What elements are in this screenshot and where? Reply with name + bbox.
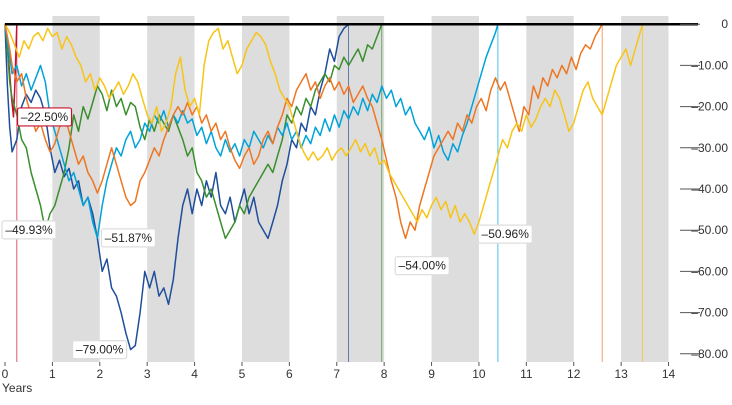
shaded-bands bbox=[52, 16, 669, 362]
x-tick-label-1: 1 bbox=[49, 367, 56, 381]
y-tick-label-4: –40.00 bbox=[691, 182, 728, 196]
annotation-box-0 bbox=[16, 107, 73, 127]
annotation-box-5 bbox=[477, 224, 533, 244]
x-tick-label-4: 4 bbox=[191, 367, 198, 381]
annotation-label-0: –22.50% bbox=[21, 110, 69, 124]
x-tick-label-6: 6 bbox=[286, 367, 293, 381]
y-axis: 0 –10.00 –20.00 –30.00 –40.00 –50.00 –60.00 –70… bbox=[680, 17, 728, 361]
shaded-band-2 bbox=[241, 16, 290, 362]
y-tick-label-5: –50.00 bbox=[691, 223, 728, 237]
y-tick-label-7: –70.00 bbox=[691, 306, 728, 320]
series-line-1 bbox=[4, 23, 350, 351]
x-tick-label-11: 11 bbox=[520, 367, 533, 381]
x-tick-label-10: 10 bbox=[472, 367, 486, 381]
x-tick-label-12: 12 bbox=[567, 367, 581, 381]
x-tick-label-8: 8 bbox=[381, 367, 388, 381]
series-lines bbox=[4, 23, 644, 351]
annotations: –22.50% –49.93% –51.87% –79.00% –54.00% –50.9… bbox=[1, 107, 533, 360]
x-tick-label-2: 2 bbox=[96, 367, 103, 381]
series-line-4 bbox=[4, 23, 603, 240]
series-line-5 bbox=[4, 23, 644, 235]
x-tick-label-9: 9 bbox=[428, 367, 435, 381]
annotation-2: –51.87% bbox=[100, 228, 157, 248]
x-tick-label-5: 5 bbox=[239, 367, 246, 381]
x-tick-label-3: 3 bbox=[144, 367, 151, 381]
annotation-box-4 bbox=[394, 256, 450, 276]
x-tick-label-0: 0 bbox=[2, 367, 9, 381]
y-tick-label-1: –10.00 bbox=[691, 58, 728, 72]
annotation-box-1 bbox=[1, 220, 57, 240]
y-tick-label-0: 0 bbox=[721, 17, 728, 31]
x-tick-label-13: 13 bbox=[614, 367, 628, 381]
series-line-2 bbox=[4, 23, 383, 240]
annotation-3: –79.00% bbox=[71, 340, 128, 360]
shaded-band-0 bbox=[52, 16, 100, 362]
recovery-lines bbox=[16, 24, 643, 362]
annotation-label-1: –49.93% bbox=[5, 223, 53, 237]
y-tick-label-2: –20.00 bbox=[691, 100, 728, 114]
shaded-band-3 bbox=[336, 16, 385, 362]
annotation-label-4: –54.00% bbox=[399, 259, 447, 273]
shaded-band-1 bbox=[147, 16, 195, 362]
shaded-band-4 bbox=[431, 16, 479, 362]
y-tick-label-6: –60.00 bbox=[691, 264, 728, 278]
x-axis: 0 1 2 3 4 5 6 7 8 9 10 11 12 13 14 bbox=[2, 362, 676, 381]
annotation-box-2 bbox=[100, 228, 157, 248]
shaded-band-5 bbox=[526, 16, 574, 362]
annotation-1: –49.93% bbox=[1, 220, 57, 240]
annotation-label-2: –51.87% bbox=[105, 231, 153, 245]
annotation-label-3: –79.00% bbox=[76, 343, 124, 357]
x-tick-label-7: 7 bbox=[333, 367, 340, 381]
annotation-box-3 bbox=[71, 340, 128, 360]
annotation-0: –22.50% bbox=[16, 107, 73, 127]
x-axis-title: Years bbox=[2, 381, 32, 395]
y-tick-label-3: –30.00 bbox=[691, 141, 728, 155]
x-tick-label-14: 14 bbox=[662, 367, 676, 381]
annotation-4: –54.00% bbox=[394, 256, 450, 276]
shaded-band-6 bbox=[621, 16, 669, 362]
annotation-5: –50.96% bbox=[477, 224, 533, 244]
annotation-label-5: –50.96% bbox=[482, 227, 530, 241]
y-tick-label-8: –80.00 bbox=[691, 347, 728, 361]
